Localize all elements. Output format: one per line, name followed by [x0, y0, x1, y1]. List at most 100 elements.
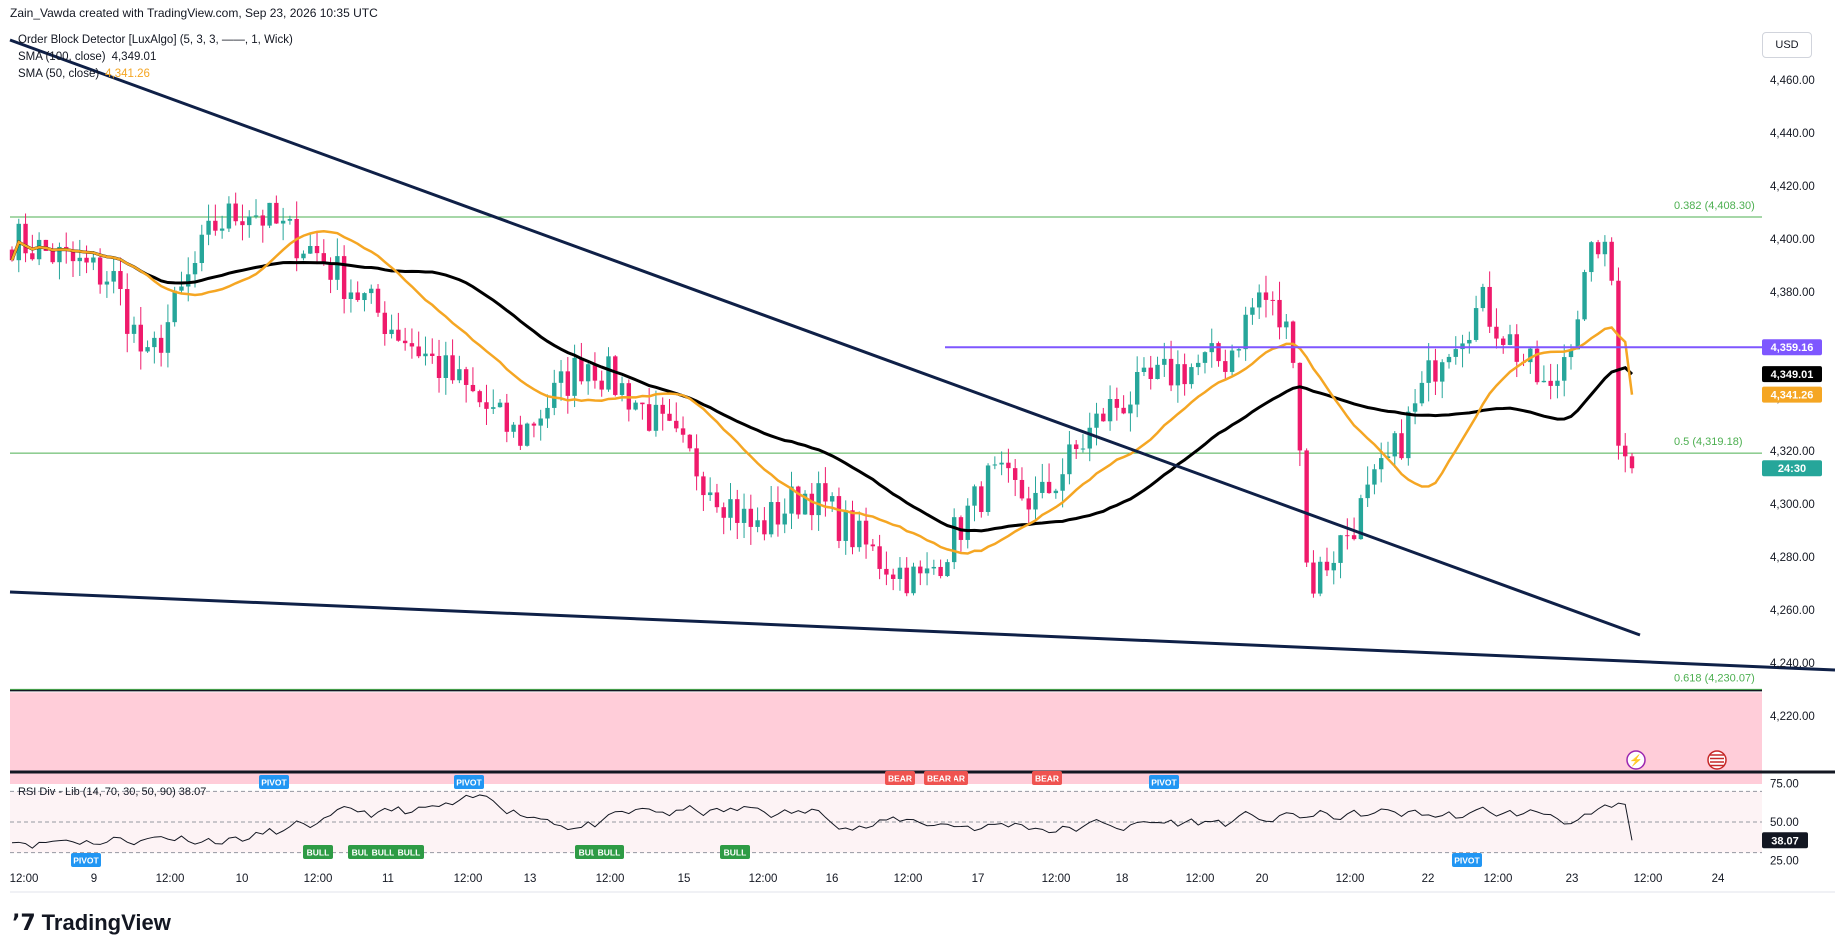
candle-body [50, 250, 55, 263]
candle-body [619, 383, 625, 395]
rsi-tick-label: 50.00 [1770, 817, 1799, 829]
candle [111, 258, 116, 294]
candle-body [1562, 357, 1567, 381]
candle [260, 209, 265, 243]
candle-body [1548, 380, 1553, 386]
candle-body [599, 380, 604, 390]
time-tick-label: 18 [1116, 873, 1129, 885]
legend-sma100[interactable]: SMA (100, close) 4,349.01 [18, 51, 157, 63]
candle-body [1453, 349, 1458, 357]
lower-trendline [9, 590, 1835, 672]
candle [1195, 354, 1201, 376]
candle-body [1121, 407, 1126, 414]
time-tick-label: 16 [826, 873, 839, 885]
candle-body [823, 483, 828, 502]
candle [247, 210, 252, 238]
candle [389, 314, 394, 339]
candle [409, 328, 415, 359]
tradingview-logo: ’7 TradingView [12, 910, 171, 936]
svg-text:BULL: BULL [307, 848, 330, 858]
candle [1107, 385, 1113, 431]
candle-body [409, 343, 415, 347]
price-tick-label: 4,280.00 [1770, 552, 1815, 564]
svg-text:PIVOT: PIVOT [73, 856, 99, 866]
candle-body [829, 496, 835, 502]
candle [897, 557, 903, 591]
time-axis: 12:00 9 12:00 10 12:00 11 12:00 13 12:00 15 12:00 1… [10, 873, 1725, 885]
candle-body [158, 337, 164, 353]
candle [267, 202, 272, 229]
candle-body [484, 402, 489, 409]
time-tick-label: 12:00 [1336, 873, 1365, 885]
candle-body [1155, 364, 1160, 379]
candle [362, 292, 367, 312]
candle [240, 204, 245, 241]
candle [1277, 281, 1282, 340]
candle-body [890, 574, 896, 579]
candle-body [104, 281, 110, 285]
time-tick-label: 12:00 [454, 873, 483, 885]
candle [1562, 344, 1567, 397]
candle-body [1379, 458, 1384, 470]
candle-body [979, 486, 984, 512]
candle [199, 224, 204, 272]
candle [1582, 269, 1587, 322]
candle [911, 562, 916, 596]
candle [674, 402, 679, 433]
candle-body [1148, 367, 1153, 379]
candle [518, 415, 523, 451]
legend-sma50[interactable]: SMA (50, close) 4,341.26 [18, 68, 150, 80]
candle [1080, 434, 1086, 453]
candle-body [341, 256, 347, 299]
rsi-signal-pivot: PIVOT [1149, 775, 1179, 789]
candle-body [1202, 352, 1208, 363]
candle [714, 483, 720, 513]
time-tick-label: 9 [91, 873, 97, 885]
candle [538, 409, 543, 441]
candle [470, 367, 476, 393]
candle-body [972, 486, 977, 506]
candle-body [531, 423, 537, 426]
candle-body [674, 420, 679, 429]
currency-button[interactable]: USD [1762, 32, 1812, 58]
candle-body [274, 202, 279, 224]
candle-body [355, 292, 360, 301]
candle [1406, 406, 1411, 466]
candle [172, 286, 177, 327]
candle [463, 366, 469, 403]
candle-body [1250, 307, 1255, 315]
candle [857, 511, 862, 552]
candle [382, 301, 388, 346]
rsi-signal-bear: BEAR [1032, 771, 1062, 785]
descending-trendline [9, 38, 1641, 637]
candle [125, 273, 130, 353]
rsi-value-tag: 38.07 [1762, 832, 1808, 849]
svg-text:BEAR: BEAR [888, 774, 912, 784]
candle [1616, 267, 1621, 460]
candle [1040, 463, 1045, 499]
candle [23, 213, 28, 263]
candle [789, 471, 794, 529]
candle-body [836, 496, 842, 541]
candle-body [1216, 343, 1221, 362]
candle [1033, 476, 1038, 521]
candle [219, 215, 225, 239]
candle-body [707, 492, 713, 496]
svg-text:BULL: BULL [579, 848, 602, 858]
candle-body [701, 476, 706, 496]
candle-body [931, 566, 937, 569]
price-tick-label: 4,440.00 [1770, 128, 1815, 140]
candle-body [945, 562, 950, 577]
candle-body [402, 340, 408, 344]
candle [884, 551, 889, 586]
candle [1331, 551, 1336, 585]
price-tick-label: 4,320.00 [1770, 446, 1815, 458]
candle [70, 241, 76, 277]
rsi-signal-bull: BULL [720, 845, 750, 859]
candle-body [1318, 561, 1323, 594]
legend-order-block[interactable]: Order Block Detector [LuxAlgo] (5, 3, 3,… [18, 34, 293, 46]
candle-body [741, 508, 747, 523]
svg-text:BEAR: BEAR [927, 774, 951, 784]
candle [1019, 467, 1025, 501]
